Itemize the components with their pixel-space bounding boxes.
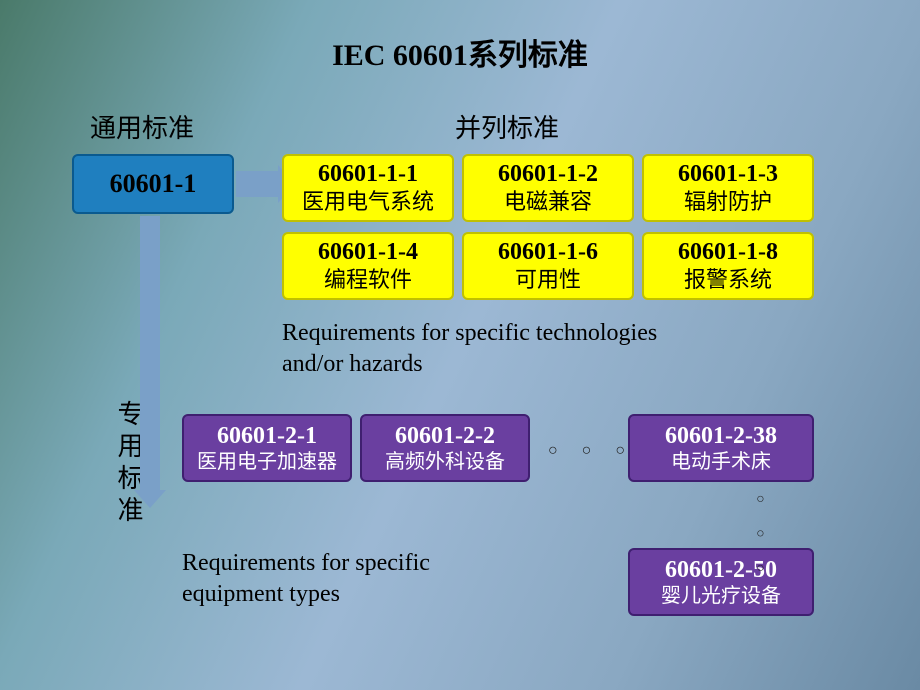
- collateral-box-4: 60601-1-6可用性: [462, 232, 634, 300]
- collateral-code: 60601-1-6: [498, 238, 598, 267]
- particular-box-3: 60601-2-50婴儿光疗设备: [628, 548, 814, 616]
- dots-horizontal: ○ ○ ○: [548, 442, 635, 460]
- particular-box-2: 60601-2-38电动手术床: [628, 414, 814, 482]
- label-collateral: 并列标准: [455, 108, 559, 145]
- collateral-desc: 报警系统: [684, 267, 772, 293]
- collateral-box-5: 60601-1-8报警系统: [642, 232, 814, 300]
- particular-box-1: 60601-2-2高频外科设备: [360, 414, 530, 482]
- collateral-code: 60601-1-2: [498, 160, 598, 189]
- collateral-code: 60601-1-1: [318, 160, 418, 189]
- note-equipment: Requirements for specific equipment type…: [182, 548, 430, 610]
- collateral-desc: 医用电气系统: [302, 189, 434, 215]
- collateral-code: 60601-1-4: [318, 238, 418, 267]
- collateral-code: 60601-1-8: [678, 238, 778, 267]
- particular-desc: 医用电子加速器: [197, 450, 337, 474]
- collateral-desc: 电磁兼容: [504, 189, 592, 215]
- collateral-box-3: 60601-1-4编程软件: [282, 232, 454, 300]
- label-general: 通用标准: [90, 108, 194, 145]
- particular-code: 60601-2-38: [665, 422, 777, 451]
- particular-box-0: 60601-2-1医用电子加速器: [182, 414, 352, 482]
- root-standard-code: 60601-1: [110, 169, 197, 199]
- dots-vertical: ○ ○ ○: [752, 492, 768, 584]
- collateral-box-1: 60601-1-2电磁兼容: [462, 154, 634, 222]
- page-title: IEC 60601系列标准: [0, 30, 920, 74]
- collateral-box-0: 60601-1-1医用电气系统: [282, 154, 454, 222]
- particular-desc: 电动手术床: [671, 450, 771, 474]
- collateral-box-2: 60601-1-3辐射防护: [642, 154, 814, 222]
- root-standard-box: 60601-1: [72, 154, 234, 214]
- diagram-content: IEC 60601系列标准 通用标准 并列标准 专用标准 60601-1 606…: [0, 0, 920, 690]
- particular-code: 60601-2-1: [217, 422, 317, 451]
- particular-desc: 婴儿光疗设备: [661, 584, 781, 608]
- collateral-desc: 辐射防护: [684, 189, 772, 215]
- collateral-desc: 可用性: [515, 267, 581, 293]
- particular-desc: 高频外科设备: [385, 450, 505, 474]
- note-technologies: Requirements for specific technologies a…: [282, 318, 657, 380]
- collateral-desc: 编程软件: [324, 267, 412, 293]
- particular-code: 60601-2-2: [395, 422, 495, 451]
- collateral-code: 60601-1-3: [678, 160, 778, 189]
- arrow-down: [134, 216, 166, 508]
